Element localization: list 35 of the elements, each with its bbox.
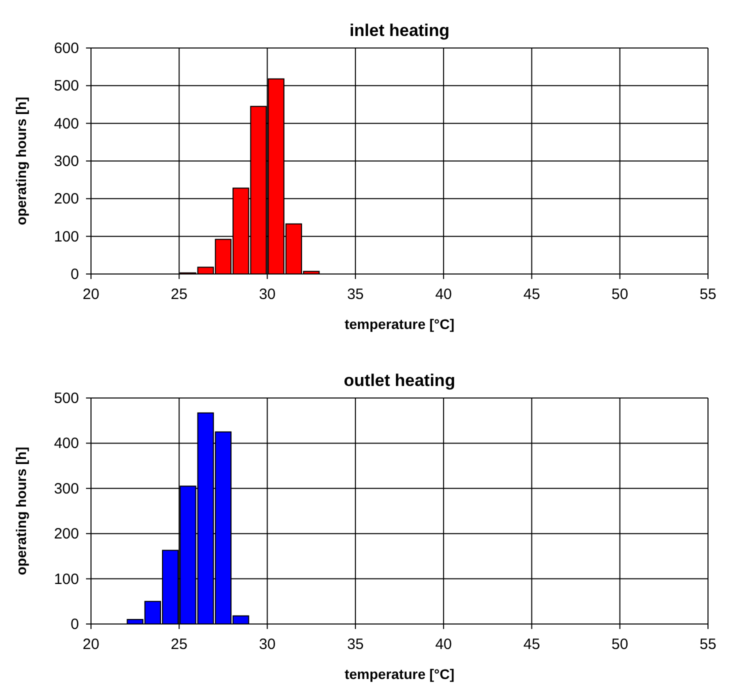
x-tick-label: 55 [700, 636, 716, 653]
y-axis-title: operating hours [h] [13, 96, 29, 226]
x-tick-label: 30 [258, 636, 276, 653]
y-tick-label: 400 [54, 115, 79, 132]
x-tick-label: 25 [170, 636, 188, 653]
y-tick-label: 300 [54, 480, 79, 498]
x-tick-label: 35 [347, 636, 364, 653]
x-tick-label: 40 [435, 636, 452, 653]
x-axis-title: temperature [°C] [344, 666, 454, 682]
x-tick-label: 45 [523, 286, 540, 303]
y-tick-label: 500 [54, 78, 79, 95]
x-axis-title: temperature [°C] [344, 316, 454, 332]
x-tick-label: 40 [435, 286, 452, 303]
x-tick-label: 25 [170, 286, 188, 303]
x-tick-label: 50 [612, 636, 628, 653]
x-tick-label: 20 [82, 636, 100, 653]
y-tick-label: 200 [54, 190, 79, 208]
chart-title: inlet heating [349, 21, 450, 40]
y-tick-label: 100 [54, 570, 79, 588]
x-tick-label: 50 [612, 286, 628, 303]
y-tick-label: 0 [70, 266, 79, 283]
x-tick-label: 35 [347, 286, 364, 303]
y-tick-label: 100 [54, 228, 79, 246]
y-tick-label: 200 [54, 526, 79, 543]
y-tick-label: 0 [70, 616, 79, 633]
x-tick-label: 55 [700, 286, 716, 303]
x-tick-label: 30 [258, 286, 276, 303]
y-tick-label: 300 [54, 153, 79, 170]
y-axis-title: operating hours [h] [13, 446, 29, 576]
x-tick-label: 20 [82, 286, 100, 303]
y-tick-label: 600 [54, 40, 79, 57]
x-tick-label: 45 [523, 636, 540, 653]
y-tick-label: 500 [54, 390, 79, 407]
chart-title: outlet heating [344, 371, 456, 390]
y-tick-label: 400 [54, 435, 79, 452]
